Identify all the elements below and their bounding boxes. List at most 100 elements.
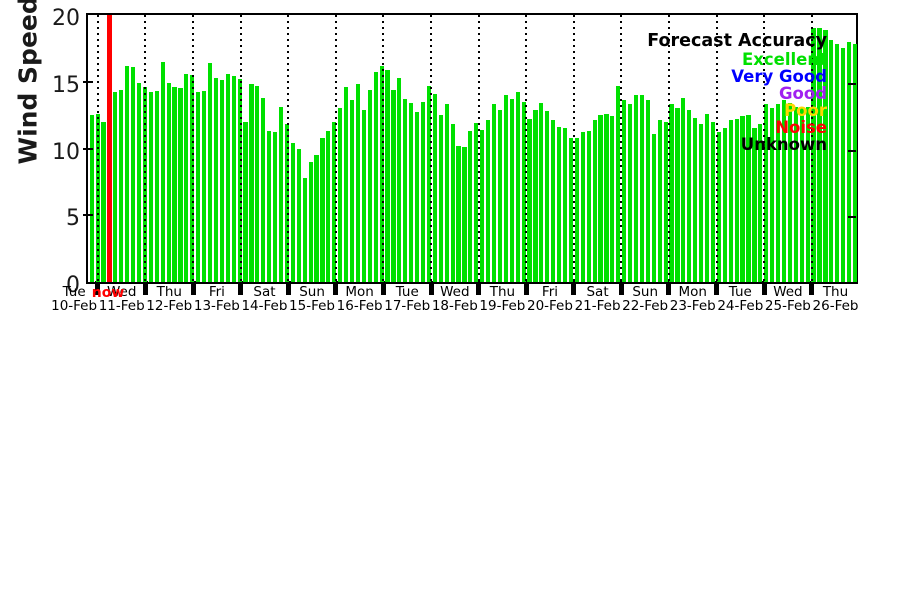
legend-entry-good: Good bbox=[778, 84, 827, 103]
wind-speed-bar bbox=[148, 92, 153, 282]
day-gridline bbox=[810, 15, 813, 282]
day-gridline bbox=[239, 15, 242, 282]
day-gridline bbox=[382, 15, 385, 282]
wind-speed-bar bbox=[841, 48, 846, 282]
plot-area bbox=[86, 13, 858, 284]
wind-speed-bar bbox=[699, 124, 704, 282]
wind-speed-bar bbox=[752, 128, 757, 282]
wind-speed-bar bbox=[586, 131, 591, 282]
y-tick-mark-left bbox=[83, 147, 93, 150]
x-day-weekday: Wed bbox=[440, 284, 470, 300]
wind-speed-bar bbox=[361, 109, 366, 282]
x-day-label: Sun 15-Feb bbox=[270, 285, 354, 313]
wind-speed-bar bbox=[243, 121, 248, 282]
legend-title: Forecast Accuracy bbox=[647, 31, 827, 51]
wind-speed-bar bbox=[775, 104, 781, 282]
x-axis-day-tick bbox=[285, 281, 291, 295]
x-day-label: Wed 25-Feb bbox=[746, 285, 830, 313]
x-axis-day-tick bbox=[666, 281, 672, 295]
wind-speed-bar bbox=[178, 88, 183, 282]
wind-speed-bar bbox=[521, 101, 526, 282]
wind-speed-bar bbox=[568, 137, 574, 282]
wind-speed-bar bbox=[610, 116, 615, 282]
day-gridline bbox=[763, 15, 766, 282]
x-day-date: 11-Feb bbox=[98, 298, 145, 314]
x-day-weekday: Sun bbox=[299, 284, 325, 300]
wind-speed-bar bbox=[385, 69, 390, 282]
x-axis-day-tick bbox=[380, 281, 386, 295]
x-day-label: Fri 20-Feb bbox=[508, 285, 592, 313]
x-day-weekday: Sat bbox=[253, 284, 276, 300]
wind-speed-bar bbox=[450, 124, 455, 282]
wind-speed-bar bbox=[710, 121, 716, 282]
wind-speed-bar bbox=[805, 107, 810, 282]
now-label: now bbox=[91, 285, 125, 301]
x-day-weekday: Fri bbox=[541, 284, 559, 300]
wind-speed-bar bbox=[409, 103, 414, 282]
x-day-label: Thu 12-Feb bbox=[127, 285, 211, 313]
legend-entry-noise: Noise bbox=[775, 118, 827, 137]
wind-speed-bar bbox=[444, 104, 449, 282]
wind-speed-bar bbox=[657, 120, 662, 282]
x-day-label: Thu 19-Feb bbox=[460, 285, 544, 313]
day-gridline bbox=[144, 15, 147, 282]
x-axis-day-tick bbox=[142, 281, 148, 295]
wind-speed-bar bbox=[474, 123, 479, 282]
day-gridline bbox=[430, 15, 432, 282]
x-axis-day-tick bbox=[190, 281, 196, 295]
forecast-accuracy-legend: Forecast Accuracy Excellent Very Good Go… bbox=[647, 31, 827, 154]
wind-speed-bar bbox=[273, 132, 278, 282]
wind-speed-bar bbox=[267, 131, 272, 282]
wind-speed-bar bbox=[622, 100, 627, 282]
wind-speed-bar bbox=[598, 115, 603, 282]
wind-speed-bar bbox=[551, 120, 556, 282]
wind-speed-bar bbox=[693, 117, 698, 282]
wind-speed-bar bbox=[320, 137, 325, 282]
x-axis-day-tick bbox=[333, 281, 339, 295]
x-day-date: 22-Feb bbox=[622, 298, 669, 314]
wind-speed-bar bbox=[687, 109, 692, 282]
wind-speed-bar bbox=[202, 91, 207, 282]
wind-speed-bar bbox=[734, 119, 739, 282]
wind-speed-bar bbox=[231, 76, 236, 282]
wind-speed-bar bbox=[633, 95, 639, 282]
x-axis-day-tick bbox=[95, 281, 101, 295]
x-day-date: 19-Feb bbox=[479, 298, 526, 314]
wind-speed-bar bbox=[781, 100, 787, 282]
wind-speed-bar bbox=[704, 113, 710, 282]
y-tick-label: 10 bbox=[52, 139, 80, 165]
wind-speed-bar bbox=[746, 115, 751, 282]
wind-speed-bar bbox=[113, 92, 118, 282]
x-day-weekday: Fri bbox=[208, 284, 225, 300]
wind-speed-bar bbox=[391, 89, 396, 282]
wind-speed-bar bbox=[308, 161, 313, 282]
x-day-date: 24-Feb bbox=[717, 298, 764, 314]
wind-speed-bar bbox=[764, 104, 769, 282]
wind-speed-bar bbox=[740, 116, 745, 282]
x-day-weekday: Tue bbox=[62, 284, 86, 300]
x-axis-day-tick bbox=[523, 281, 529, 295]
wind-speed-bar bbox=[557, 127, 562, 282]
y-tick-mark-right bbox=[848, 216, 856, 219]
x-day-weekday: Tue bbox=[395, 284, 419, 300]
wind-speed-bar bbox=[225, 73, 230, 282]
wind-speed-bar bbox=[379, 65, 384, 282]
y-tick-label: 20 bbox=[52, 6, 80, 31]
wind-speed-bar bbox=[817, 28, 822, 282]
wind-speed-bar bbox=[509, 99, 514, 282]
wind-speed-bar bbox=[397, 77, 402, 282]
wind-speed-bar bbox=[255, 85, 260, 282]
wind-speed-bar bbox=[722, 128, 727, 282]
wind-speed-bar bbox=[480, 129, 485, 282]
wind-speed-bar bbox=[527, 119, 532, 282]
wind-speed-bar bbox=[533, 109, 538, 282]
x-axis-day-tick bbox=[809, 281, 815, 295]
wind-speed-bar bbox=[580, 132, 585, 282]
wind-speed-bar bbox=[604, 113, 609, 282]
day-gridline bbox=[715, 15, 718, 282]
wind-speed-bar bbox=[793, 107, 798, 282]
x-day-weekday: Thu bbox=[489, 284, 516, 300]
y-tick-label: 15 bbox=[52, 72, 80, 98]
x-day-weekday: Wed bbox=[773, 284, 803, 300]
wind-speed-bar bbox=[628, 104, 633, 282]
